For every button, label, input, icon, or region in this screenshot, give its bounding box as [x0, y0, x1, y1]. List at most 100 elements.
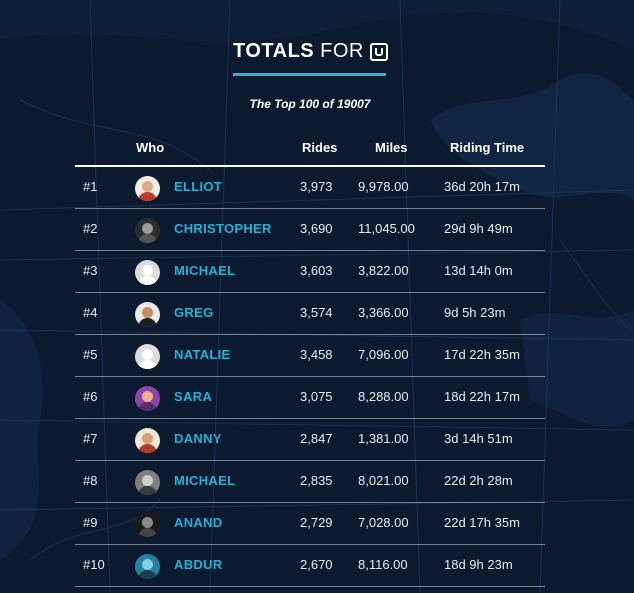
avatar[interactable]: [135, 386, 160, 411]
table-header: Who Rides Miles Riding Time: [75, 133, 545, 167]
avatar[interactable]: [135, 470, 160, 495]
rides-count: 2,835: [300, 473, 333, 488]
rider-name-link[interactable]: DANNY: [174, 431, 222, 446]
title-bold: TOTALS: [233, 40, 315, 62]
avatar-head: [142, 307, 153, 318]
subtitle: The Top 100 of 19007: [249, 97, 371, 111]
miles-value: 3,822.00: [358, 263, 409, 278]
rank: #8: [83, 473, 98, 488]
rides-count: 3,458: [300, 347, 333, 362]
riding-time: 36d 20h 17m: [444, 179, 520, 194]
avatar[interactable]: [135, 344, 160, 369]
rides-count: 3,075: [300, 389, 333, 404]
rank: #4: [83, 305, 98, 320]
riding-time: 9d 5h 23m: [444, 305, 506, 320]
rider-name-link[interactable]: ELLIOT: [174, 179, 223, 194]
miles-value: 11,045.00: [358, 221, 415, 236]
table-row: #5 NATALIE 3,458 7,096.00 17d 22h 35m: [75, 335, 545, 377]
avatar-shoulders: [138, 318, 157, 327]
table-row: #6 SARA 3,075 8,288.00 18d 22h 17m: [75, 377, 545, 419]
riding-time: 3d 14h 51m: [444, 431, 513, 446]
table-row: #7 DANNY 2,847 1,381.00 3d 14h 51m: [75, 419, 545, 461]
avatar-head: [142, 559, 153, 570]
riding-time: 22d 17h 35m: [444, 515, 520, 530]
avatar-shoulders: [138, 444, 157, 453]
rank: #3: [83, 263, 98, 278]
rider-name-link[interactable]: NATALIE: [174, 347, 231, 362]
miles-value: 1,381.00: [358, 431, 409, 446]
rank: #9: [83, 515, 98, 530]
avatar[interactable]: [135, 176, 160, 201]
rides-count: 3,603: [300, 263, 333, 278]
riding-time: 13d 14h 0m: [444, 263, 513, 278]
miles-value: 7,096.00: [358, 347, 409, 362]
rider-name-link[interactable]: MICHAEL: [174, 263, 236, 278]
avatar-head: [142, 391, 153, 402]
miles-value: 8,021.00: [358, 473, 409, 488]
uber-logo-icon: [369, 42, 388, 61]
table-row: #8 MICHAEL 2,835 8,021.00 22d 2h 28m: [75, 461, 545, 503]
avatar[interactable]: [135, 260, 160, 285]
rider-name-link[interactable]: SARA: [174, 389, 213, 404]
rank: #1: [83, 179, 98, 194]
rides-count: 2,729: [300, 515, 333, 530]
avatar-shoulders: [138, 234, 157, 243]
rider-name-link[interactable]: MICHAEL: [174, 473, 236, 488]
title-for: FOR: [320, 40, 364, 62]
riding-time: 18d 22h 17m: [444, 389, 520, 404]
avatar-head: [142, 517, 153, 528]
leaderboard-table: Who Rides Miles Riding Time #1 ELLIOT 3,97…: [75, 133, 545, 587]
table-row: #3 MICHAEL 3,603 3,822.00 13d 14h 0m: [75, 251, 545, 293]
avatar[interactable]: [135, 554, 160, 579]
riding-time: 29d 9h 49m: [444, 221, 513, 236]
riding-time: 17d 22h 35m: [444, 347, 520, 362]
column-header-miles: Miles: [375, 140, 408, 155]
rank: #10: [83, 557, 105, 572]
table-row: #1 ELLIOT 3,973 9,978.00 36d 20h 17m: [75, 167, 545, 209]
column-header-rides: Rides: [302, 140, 338, 155]
avatar-shoulders: [138, 276, 157, 285]
rank: #7: [83, 431, 98, 446]
table-row: #4 GREG 3,574 3,366.00 9d 5h 23m: [75, 293, 545, 335]
rides-count: 2,847: [300, 431, 333, 446]
page-title: TOTALS FOR: [233, 40, 388, 63]
rank: #2: [83, 221, 98, 236]
rides-count: 2,670: [300, 557, 333, 572]
avatar[interactable]: [135, 428, 160, 453]
avatar-head: [142, 223, 153, 234]
rides-count: 3,574: [300, 305, 333, 320]
table-row: #2 CHRISTOPHER 3,690 11,045.00 29d 9h 49m: [75, 209, 545, 251]
rider-name-link[interactable]: CHRISTOPHER: [174, 221, 272, 236]
avatar-head: [142, 349, 153, 360]
rider-name-link[interactable]: GREG: [174, 305, 214, 320]
avatar-shoulders: [138, 402, 157, 411]
miles-value: 8,116.00: [358, 557, 408, 572]
rank: #6: [83, 389, 98, 404]
table-row: #9 ANAND 2,729 7,028.00 22d 17h 35m: [75, 503, 545, 545]
avatar-shoulders: [138, 360, 157, 369]
riding-time: 18d 9h 23m: [444, 557, 513, 572]
column-header-who: Who: [136, 140, 165, 155]
column-header-riding-time: Riding Time: [450, 140, 525, 155]
rider-name-link[interactable]: ANAND: [174, 515, 223, 530]
table-row: #10 ABDUR 2,670 8,116.00 18d 9h 23m: [75, 545, 545, 587]
avatar-shoulders: [138, 528, 157, 537]
rider-name-link[interactable]: ABDUR: [174, 557, 223, 572]
avatar-head: [142, 181, 153, 192]
rides-count: 3,973: [300, 179, 333, 194]
riding-time: 22d 2h 28m: [444, 473, 513, 488]
avatar[interactable]: [135, 218, 160, 243]
table-body: #1 ELLIOT 3,973 9,978.00 36d 20h 17m #2 CHRIST…: [75, 167, 545, 587]
avatar-head: [142, 433, 153, 444]
title-underline: [233, 73, 386, 76]
avatar-head: [142, 265, 153, 276]
avatar[interactable]: [135, 302, 160, 327]
miles-value: 7,028.00: [358, 515, 409, 530]
avatar[interactable]: [135, 512, 160, 537]
miles-value: 8,288.00: [358, 389, 409, 404]
avatar-head: [142, 475, 153, 486]
rides-count: 3,690: [300, 221, 333, 236]
miles-value: 9,978.00: [358, 179, 409, 194]
avatar-shoulders: [138, 570, 157, 579]
rank: #5: [83, 347, 98, 362]
